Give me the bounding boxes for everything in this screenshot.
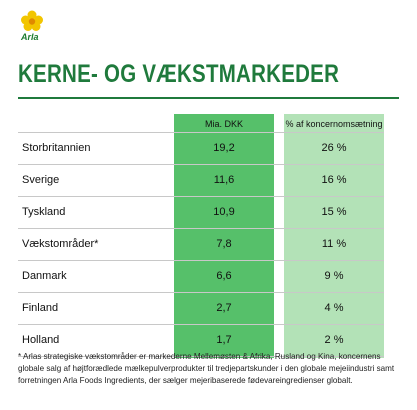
table-row: Storbritannien 19,2 26 % bbox=[18, 132, 384, 164]
table-row: Danmark 6,6 9 % bbox=[18, 260, 384, 292]
market-name: Tyskland bbox=[22, 206, 66, 218]
market-share: 16 % bbox=[321, 174, 347, 186]
market-name: Finland bbox=[22, 302, 59, 314]
market-name: Storbritannien bbox=[22, 142, 91, 154]
market-value: 19,2 bbox=[213, 142, 235, 154]
market-share: 11 % bbox=[321, 238, 347, 250]
market-value: 10,9 bbox=[213, 206, 235, 218]
page-title: KERNE- OG VÆKSTMARKEDER bbox=[18, 60, 340, 88]
column-header-value: Mia. DKK bbox=[204, 119, 243, 129]
market-value: 11,6 bbox=[213, 174, 235, 186]
market-value: 7,8 bbox=[216, 238, 232, 250]
table-row: Vækstområder* 7,8 11 % bbox=[18, 228, 384, 260]
market-table: Storbritannien 19,2 26 % Sverige 11,6 16… bbox=[18, 132, 384, 357]
market-value: 1,7 bbox=[216, 334, 232, 346]
title-divider bbox=[18, 97, 399, 99]
market-value: 6,6 bbox=[216, 270, 232, 282]
market-name: Danmark bbox=[22, 270, 67, 282]
column-header-share: % af koncernomsætning bbox=[285, 119, 383, 129]
footnote: * Arlas strategiske vækstområder er mark… bbox=[18, 352, 395, 385]
share-column-background bbox=[284, 114, 384, 358]
value-column-background bbox=[174, 114, 274, 358]
market-share: 9 % bbox=[324, 270, 344, 282]
arla-logo: Arla bbox=[18, 10, 46, 46]
market-value: 2,7 bbox=[216, 302, 232, 314]
table-row: Sverige 11,6 16 % bbox=[18, 164, 384, 196]
market-share: 4 % bbox=[324, 302, 344, 314]
flower-icon bbox=[21, 10, 43, 31]
table-row: Finland 2,7 4 % bbox=[18, 292, 384, 324]
table-row: Tyskland 10,9 15 % bbox=[18, 196, 384, 228]
table-row: Holland 1,7 2 % bbox=[18, 324, 384, 357]
logo-text: Arla bbox=[21, 32, 39, 42]
market-share: 26 % bbox=[321, 142, 347, 154]
market-name: Sverige bbox=[22, 174, 60, 186]
market-share: 15 % bbox=[321, 206, 347, 218]
market-name: Vækstområder* bbox=[22, 238, 99, 250]
market-share: 2 % bbox=[324, 334, 344, 346]
market-name: Holland bbox=[22, 334, 60, 346]
